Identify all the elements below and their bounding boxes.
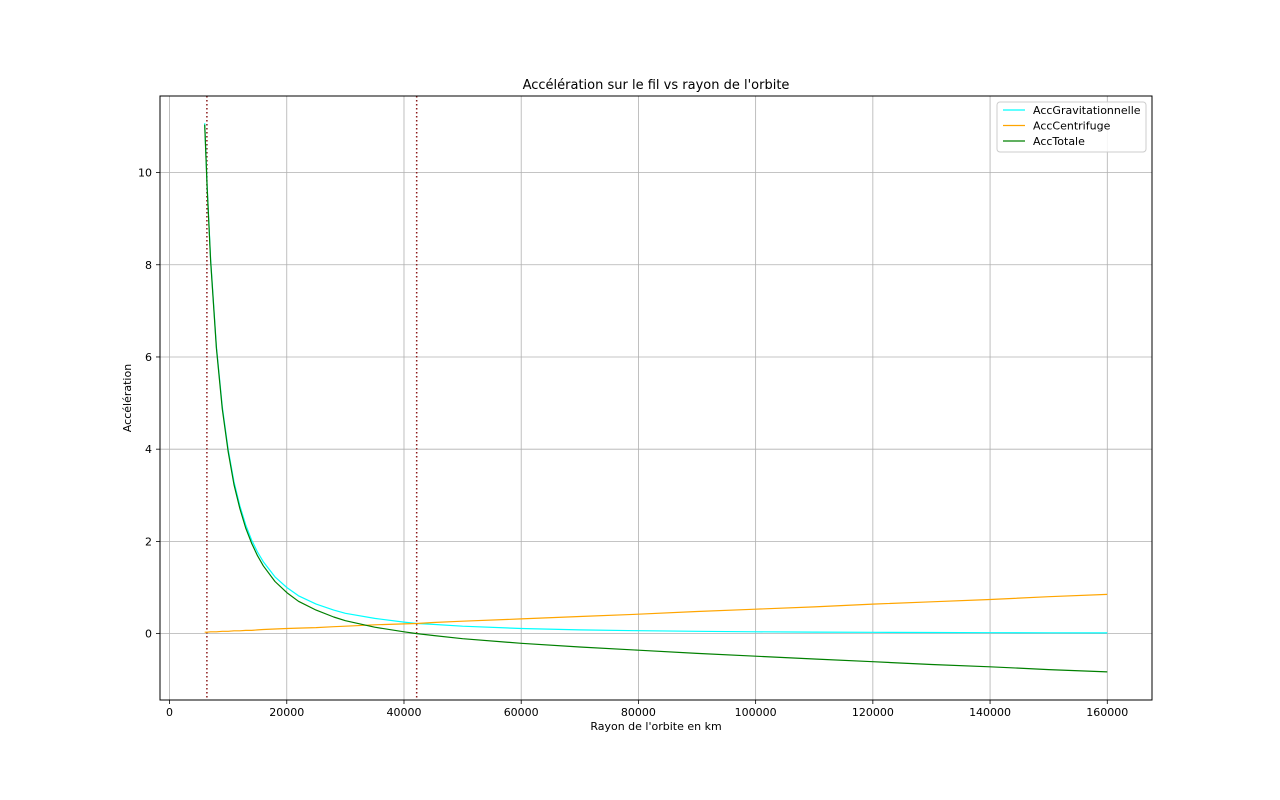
x-tick-label: 40000 [386,706,421,719]
x-tick-label: 160000 [1086,706,1128,719]
y-tick-label: 8 [145,259,152,272]
y-axis-label: Accélération [121,364,134,432]
x-tick-label: 120000 [852,706,894,719]
legend-label: AccTotale [1033,135,1085,148]
chart-title: Accélération sur le fil vs rayon de l'or… [523,78,790,93]
legend-label: AccCentrifuge [1033,120,1111,133]
series-lines [204,123,1108,673]
x-tick-label: 80000 [621,706,656,719]
ticks: 0 20000 40000 60000 80000 100000 120000 140000 1… [138,167,1128,719]
series-line-AccTotale [204,124,1108,673]
reference-lines [206,96,418,700]
y-tick-label: 2 [145,535,152,548]
legend-box [996,101,1147,153]
y-tick-label: 4 [145,443,152,456]
x-tick-label: 60000 [504,706,539,719]
y-tick-label: 10 [138,167,152,180]
grid [160,96,1152,700]
series-line-AccCentrifuge [204,593,1108,633]
y-tick-label: 6 [145,351,152,364]
legend: AccGravitationnelle AccCentrifuge AccTotal… [996,101,1147,153]
x-tick-label: 140000 [969,706,1011,719]
y-tick-label: 0 [145,628,152,641]
series-line-AccGravitationnelle [204,123,1108,634]
x-tick-label: 0 [166,706,173,719]
x-tick-label: 100000 [735,706,777,719]
legend-label: AccGravitationnelle [1033,104,1141,117]
x-axis-label: Rayon de l'orbite en km [590,720,721,733]
x-tick-label: 20000 [269,706,304,719]
plot-frame [159,95,1153,701]
